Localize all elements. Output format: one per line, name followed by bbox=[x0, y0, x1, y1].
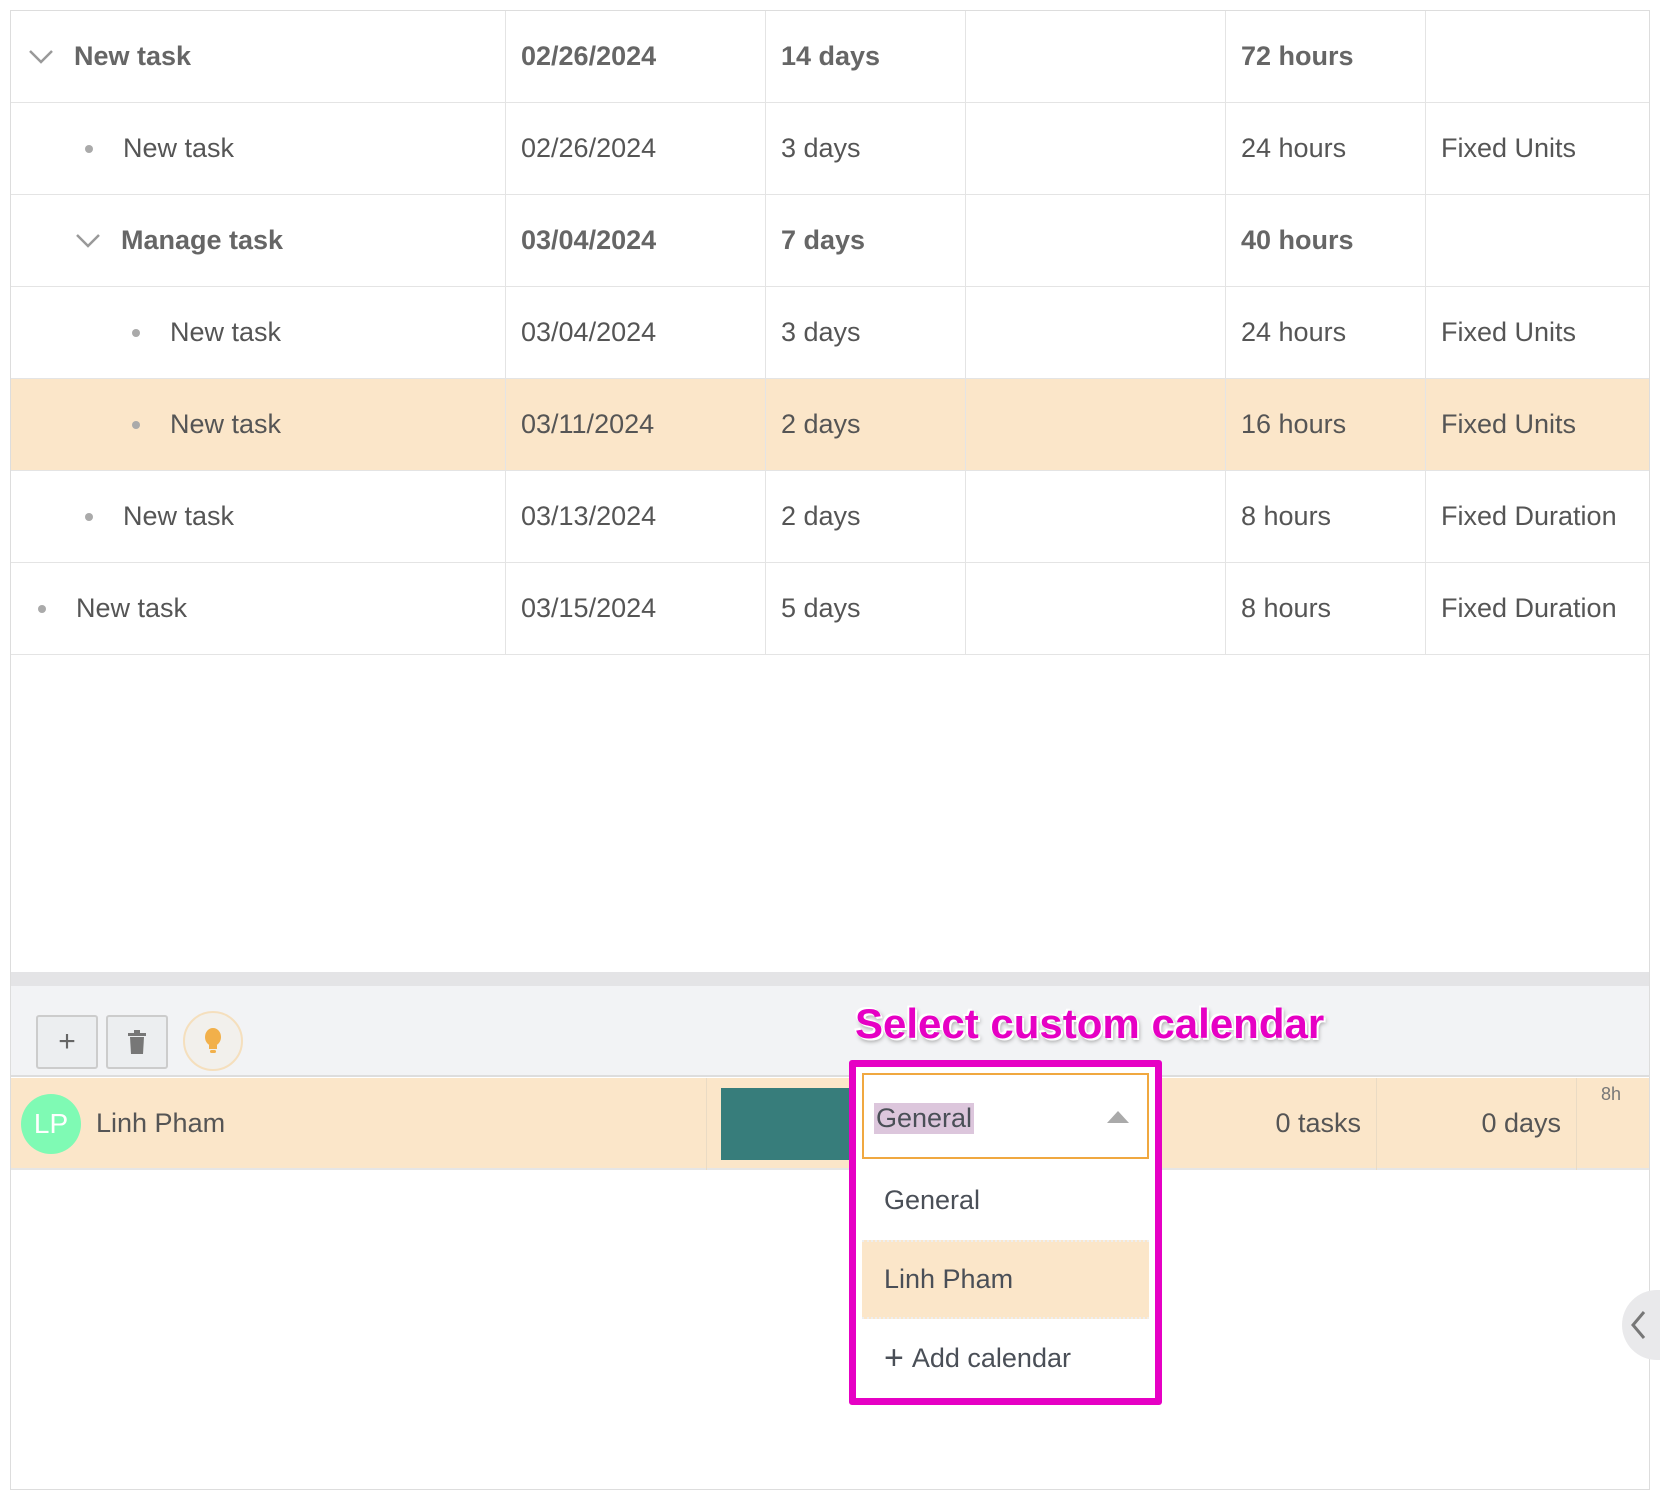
start-date-cell[interactable]: 02/26/2024 bbox=[506, 11, 766, 102]
task-name: New task bbox=[170, 317, 282, 347]
empty-cell[interactable] bbox=[966, 11, 1226, 102]
calendar-select[interactable]: General bbox=[862, 1073, 1149, 1159]
resource-color-swatch[interactable] bbox=[721, 1088, 851, 1160]
start-date-cell[interactable]: 03/04/2024 bbox=[506, 287, 766, 378]
plus-icon: + bbox=[884, 1339, 904, 1377]
duration-cell[interactable]: 2 days bbox=[766, 379, 966, 470]
calendar-option-general[interactable]: General bbox=[884, 1185, 981, 1215]
work-cell[interactable]: 40 hours bbox=[1226, 195, 1426, 286]
gantt-panel: New task 02/26/2024 14 days 72 hours New… bbox=[10, 10, 1650, 1490]
task-type-cell[interactable] bbox=[1426, 11, 1649, 102]
task-name-cell[interactable]: New task bbox=[11, 471, 506, 562]
task-type-cell[interactable]: Fixed Units bbox=[1441, 133, 1577, 163]
empty-cell[interactable] bbox=[966, 103, 1226, 194]
resource-days: 0 days bbox=[1481, 1108, 1561, 1138]
task-name-cell[interactable]: New task bbox=[11, 563, 506, 654]
resource-task-count: 0 tasks bbox=[1275, 1108, 1361, 1138]
plus-icon: + bbox=[58, 1025, 76, 1058]
task-type-cell[interactable] bbox=[1426, 195, 1649, 286]
duration-cell[interactable]: 3 days bbox=[766, 103, 966, 194]
duration-cell[interactable]: 5 days bbox=[766, 563, 966, 654]
start-date-cell[interactable]: 03/15/2024 bbox=[506, 563, 766, 654]
empty-cell[interactable] bbox=[966, 287, 1226, 378]
task-name-cell[interactable]: New task bbox=[11, 379, 506, 470]
empty-cell[interactable] bbox=[966, 471, 1226, 562]
trash-icon bbox=[128, 1030, 146, 1054]
work-cell[interactable]: 16 hours bbox=[1226, 379, 1426, 470]
add-calendar-button[interactable]: + Add calendar bbox=[862, 1319, 1149, 1398]
task-name: New task bbox=[123, 133, 235, 163]
start-date-cell[interactable]: 02/26/2024 bbox=[506, 103, 766, 194]
add-resource-button[interactable]: + bbox=[36, 1015, 98, 1069]
task-grid: New task 02/26/2024 14 days 72 hours New… bbox=[11, 11, 1649, 655]
duration-cell[interactable]: 3 days bbox=[766, 287, 966, 378]
table-row[interactable]: New task 03/11/2024 2 days 16 hours Fixe… bbox=[11, 379, 1649, 471]
bullet-icon bbox=[85, 144, 93, 153]
add-calendar-label: Add calendar bbox=[911, 1343, 1071, 1373]
task-type-cell[interactable]: Fixed Duration bbox=[1441, 501, 1617, 531]
avatar: LP bbox=[21, 1094, 81, 1154]
work-cell[interactable]: 8 hours bbox=[1226, 563, 1426, 654]
caret-up-icon bbox=[1107, 1111, 1129, 1123]
resource-toolbar: + bbox=[11, 986, 1649, 1077]
chevron-down-icon[interactable] bbox=[73, 226, 103, 256]
work-cell[interactable]: 8 hours bbox=[1226, 471, 1426, 562]
splitter[interactable] bbox=[11, 972, 1649, 986]
bullet-icon bbox=[85, 512, 93, 521]
duration-cell[interactable]: 2 days bbox=[766, 471, 966, 562]
task-name-cell[interactable]: Manage task bbox=[11, 195, 506, 286]
start-date-cell[interactable]: 03/04/2024 bbox=[506, 195, 766, 286]
empty-cell[interactable] bbox=[966, 195, 1226, 286]
task-name: New task bbox=[170, 409, 282, 439]
start-date-cell[interactable]: 03/11/2024 bbox=[506, 379, 766, 470]
resource-row[interactable]: LP Linh Pham 0 tasks 0 days 8h bbox=[11, 1078, 1649, 1170]
task-name: Manage task bbox=[121, 225, 284, 255]
lightbulb-icon bbox=[205, 1028, 221, 1053]
task-name: New task bbox=[74, 41, 192, 71]
calendar-select-value: General bbox=[874, 1103, 975, 1134]
table-row[interactable]: New task 02/26/2024 3 days 24 hours Fixe… bbox=[11, 103, 1649, 195]
table-row[interactable]: New task 03/15/2024 5 days 8 hours Fixed… bbox=[11, 563, 1649, 655]
task-type-cell[interactable]: Fixed Units bbox=[1441, 317, 1577, 347]
work-cell[interactable]: 24 hours bbox=[1226, 103, 1426, 194]
table-row[interactable]: Manage task 03/04/2024 7 days 40 hours bbox=[11, 195, 1649, 287]
task-name-cell[interactable]: New task bbox=[11, 287, 506, 378]
calendar-dropdown: General General Linh Pham + Add calendar bbox=[849, 1060, 1162, 1405]
histogram-label: 8h bbox=[1601, 1084, 1622, 1104]
task-type-cell[interactable]: Fixed Units bbox=[1441, 409, 1577, 439]
bullet-icon bbox=[132, 420, 140, 429]
start-date-cell[interactable]: 03/13/2024 bbox=[506, 471, 766, 562]
chevron-down-icon[interactable] bbox=[26, 42, 56, 72]
tip-button[interactable] bbox=[183, 1011, 243, 1071]
resource-name: Linh Pham bbox=[96, 1108, 226, 1138]
table-row[interactable]: New task 03/04/2024 3 days 24 hours Fixe… bbox=[11, 287, 1649, 379]
task-type-cell[interactable]: Fixed Duration bbox=[1441, 593, 1617, 623]
table-row[interactable]: New task 03/13/2024 2 days 8 hours Fixed… bbox=[11, 471, 1649, 563]
delete-resource-button[interactable] bbox=[106, 1015, 168, 1069]
work-cell[interactable]: 72 hours bbox=[1226, 11, 1426, 102]
task-name-cell[interactable]: New task bbox=[11, 103, 506, 194]
duration-cell[interactable]: 7 days bbox=[766, 195, 966, 286]
task-name-cell[interactable]: New task bbox=[11, 11, 506, 102]
empty-cell[interactable] bbox=[966, 563, 1226, 654]
work-cell[interactable]: 24 hours bbox=[1226, 287, 1426, 378]
bullet-icon bbox=[132, 328, 140, 337]
chevron-left-icon bbox=[1631, 1311, 1646, 1339]
calendar-option-linh-pham[interactable]: Linh Pham bbox=[862, 1240, 1149, 1319]
task-name: New task bbox=[123, 501, 235, 531]
task-name: New task bbox=[76, 593, 188, 623]
bullet-icon bbox=[38, 604, 46, 613]
annotation-callout: Select custom calendar bbox=[855, 1000, 1325, 1047]
empty-cell[interactable] bbox=[966, 379, 1226, 470]
duration-cell[interactable]: 14 days bbox=[766, 11, 966, 102]
table-row[interactable]: New task 02/26/2024 14 days 72 hours bbox=[11, 11, 1649, 103]
